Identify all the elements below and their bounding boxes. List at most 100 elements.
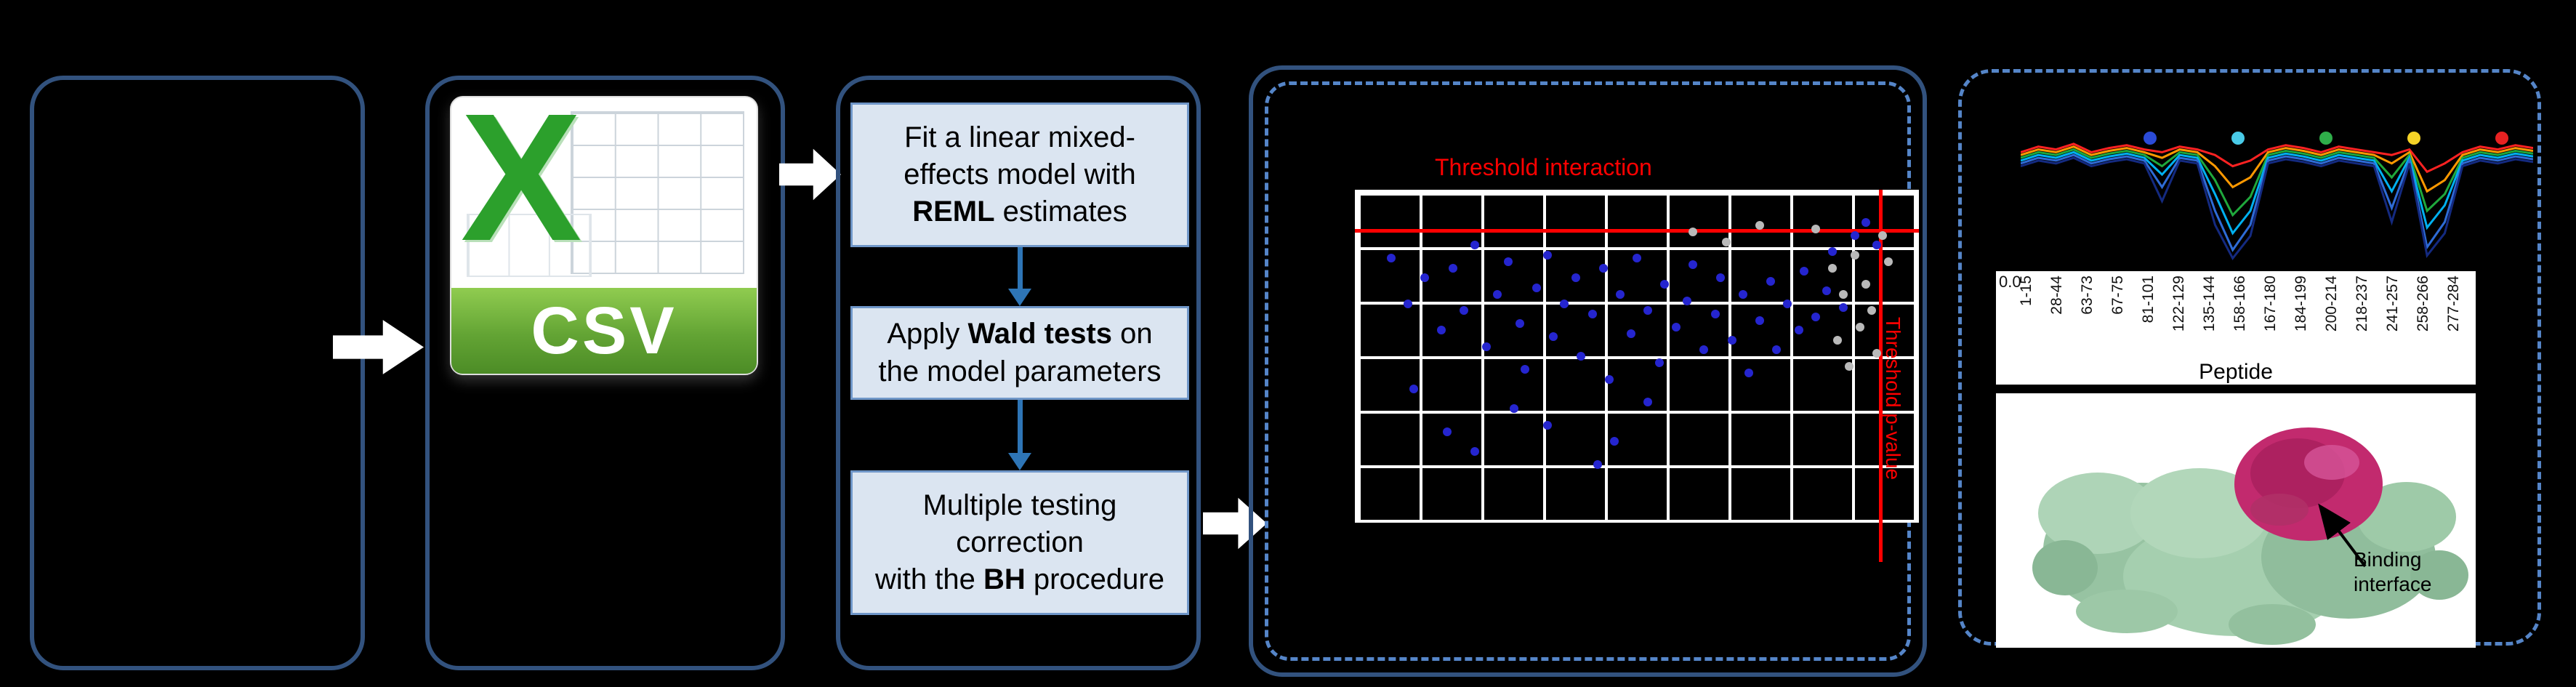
step-fit-model: Fit a linear mixed-effects model with REM… — [850, 103, 1189, 247]
scatter-point — [1699, 345, 1709, 354]
scatter-point — [1867, 306, 1876, 315]
series-orange-line — [2021, 145, 2533, 193]
y-axis-tick: 0.0 — [1999, 273, 2021, 291]
scatter-point — [1459, 306, 1468, 315]
scatter-point — [1738, 289, 1747, 299]
scatter-point — [1627, 329, 1636, 338]
scatter-point — [1727, 335, 1736, 345]
scatter-point — [1660, 280, 1670, 289]
scatter-point — [1800, 267, 1809, 276]
scatter-point — [1515, 319, 1524, 328]
flow-arrow-shaft — [1017, 247, 1023, 289]
panel-scatter-result: Threshold interaction Threshold p-value — [1249, 65, 1927, 677]
protein-structure-image — [2032, 427, 2468, 645]
scatter-point — [1755, 221, 1764, 230]
scatter-point — [1716, 273, 1726, 282]
x-tick-label: 241-257 — [2384, 276, 2401, 332]
peptide-axis-panel: 0.0 1-15 28-44 63-73 67-75 81-101 122-129 135-… — [1996, 271, 2476, 385]
scatter-point — [1872, 348, 1882, 358]
scatter-point — [1437, 326, 1446, 334]
scatter-point — [1560, 300, 1569, 308]
binding-label-line2: interface — [2354, 572, 2432, 595]
panel-csv-file: X CSV — [425, 76, 785, 670]
x-tick-label: 258-266 — [2415, 276, 2431, 332]
scatter-point — [1811, 224, 1820, 233]
scatter-point — [1643, 306, 1653, 315]
legend-dot — [2319, 132, 2333, 145]
legend-dot — [2495, 132, 2508, 145]
binding-label-line1: Binding — [2354, 548, 2422, 571]
threshold-pvalue-line — [1878, 190, 1883, 562]
scatter-point — [1387, 254, 1396, 262]
x-tick-label: 81-101 — [2140, 276, 2157, 324]
peptide-uptake-line-chart — [2021, 142, 2533, 261]
series-cyan-line — [2021, 150, 2533, 236]
scatter-point — [1772, 345, 1781, 354]
scatter-point — [1504, 257, 1513, 266]
scatter-plot — [1355, 190, 1919, 562]
scatter-point — [1794, 326, 1803, 334]
scatter-point — [1827, 263, 1837, 273]
panel-input — [30, 76, 365, 670]
scatter-point — [1850, 250, 1859, 260]
scatter-point — [1811, 313, 1820, 321]
scatter-point — [1470, 241, 1480, 249]
x-tick-label: 158-166 — [2231, 276, 2248, 332]
flow-arrow-shaft — [1017, 400, 1023, 453]
scatter-point — [1822, 286, 1832, 295]
scatter-point — [1827, 247, 1837, 256]
x-tick-label: 67-75 — [2109, 276, 2126, 315]
scatter-point — [1839, 289, 1848, 299]
x-tick-label: 28-44 — [2048, 276, 2065, 315]
scatter-point — [1598, 263, 1608, 273]
spreadsheet-grid-small — [467, 213, 592, 278]
protein-structure-panel: Binding interface — [1996, 393, 2476, 648]
scatter-point — [1744, 368, 1753, 377]
x-tick-label: 1-15 — [2018, 276, 2034, 307]
scatter-point — [1543, 420, 1553, 430]
series-red-line — [2021, 142, 2533, 174]
scatter-point — [1710, 309, 1720, 318]
scatter-point — [1543, 250, 1553, 260]
threshold-interaction-label: Threshold interaction — [1435, 154, 1652, 180]
threshold-interaction-line — [1355, 228, 1919, 233]
scatter-point — [1883, 257, 1893, 266]
scatter-point — [1548, 332, 1558, 341]
step-wald-tests: Apply Wald tests on the model parameters — [850, 306, 1189, 400]
scatter-point — [1593, 459, 1603, 469]
series-green-line — [2021, 148, 2533, 217]
scatter-point — [1587, 309, 1597, 318]
scatter-point — [1493, 289, 1502, 299]
x-axis-label: Peptide — [2199, 360, 2273, 384]
flow-arrow-head — [1008, 289, 1031, 306]
scatter-point — [1683, 296, 1692, 305]
scatter-point — [1481, 342, 1491, 351]
scatter-point — [1610, 437, 1619, 446]
scatter-point — [1571, 273, 1580, 282]
scatter-point — [1409, 385, 1418, 393]
scatter-point — [1877, 230, 1887, 240]
panel-statistical-steps: Fit a linear mixed-effects model with REM… — [836, 76, 1201, 670]
x-tick-label: 135-144 — [2201, 276, 2218, 332]
scatter-point — [1861, 217, 1870, 227]
scatter-point — [1404, 300, 1413, 308]
arrow-right-2 — [779, 148, 841, 201]
scatter-point — [1577, 352, 1586, 361]
scatter-point — [1833, 335, 1843, 345]
flow-arrow-down-2 — [850, 400, 1189, 470]
scatter-point — [1654, 358, 1664, 367]
scatter-point — [1615, 289, 1625, 299]
scatter-point — [1643, 398, 1653, 406]
csv-banner-label: CSV — [451, 288, 757, 374]
legend-dot — [2231, 132, 2245, 145]
panel-peptide-structure: 0.0 1-15 28-44 63-73 67-75 81-101 122-129 135-… — [1958, 69, 2541, 648]
series-blue-line — [2021, 153, 2533, 252]
scatter-point — [1633, 254, 1641, 262]
scatter-point — [1872, 241, 1882, 249]
x-tick-label: 184-199 — [2293, 276, 2309, 332]
x-tick-label: 218-237 — [2354, 276, 2370, 332]
scatter-point — [1850, 230, 1859, 240]
series-navy-line — [2021, 156, 2533, 261]
flow-arrow-down-1 — [850, 247, 1189, 306]
